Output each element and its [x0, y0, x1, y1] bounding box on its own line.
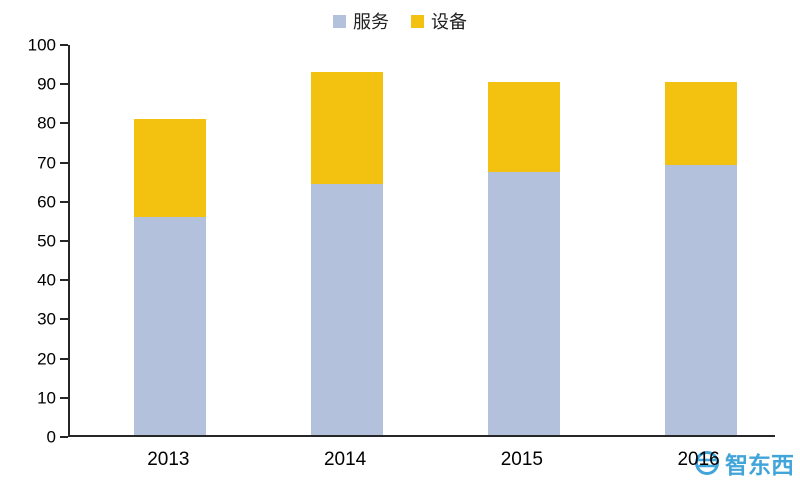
bar-segment-2014-服务 — [311, 184, 384, 435]
y-axis-label: 20 — [37, 349, 56, 369]
y-axis-tick — [60, 44, 68, 46]
y-axis-label: 10 — [37, 388, 56, 408]
y-axis-tick — [60, 436, 68, 438]
y-axis-tick — [60, 240, 68, 242]
bar-segment-2015-设备 — [487, 82, 560, 173]
plot-area — [68, 45, 775, 437]
y-axis-label: 60 — [37, 192, 56, 212]
y-axis-label: 90 — [37, 74, 56, 94]
y-axis-label: 50 — [37, 231, 56, 251]
legend: 服务 设备 — [0, 8, 800, 34]
y-axis-tick — [60, 83, 68, 86]
legend-swatch-service — [333, 14, 346, 28]
bar-segment-2016-设备 — [664, 82, 737, 165]
bar-segment-2013-设备 — [134, 119, 207, 218]
y-axis-label: 40 — [37, 270, 56, 290]
legend-item-device: 设备 — [411, 8, 467, 34]
y-axis-tick — [60, 200, 68, 203]
watermark-logo-icon — [695, 451, 719, 475]
y-axis-label: 80 — [37, 113, 56, 133]
y-axis-tick — [60, 396, 68, 399]
x-axis-label: 2015 — [500, 449, 544, 470]
watermark: 智东西 — [694, 446, 794, 480]
watermark-text: 智东西 — [725, 452, 794, 478]
y-axis-tick — [60, 161, 68, 164]
legend-swatch-device — [411, 14, 424, 28]
y-axis-label: 30 — [37, 309, 56, 329]
bar-segment-2014-设备 — [311, 72, 384, 185]
legend-label-device: 设备 — [431, 12, 467, 32]
legend-item-service: 服务 — [333, 8, 389, 34]
y-axis-tick — [60, 122, 68, 125]
y-axis-label: 100 — [27, 35, 56, 55]
x-axis-label: 2014 — [323, 449, 367, 470]
y-axis-tick — [60, 357, 68, 360]
y-axis-tick — [60, 318, 68, 321]
legend-label-service: 服务 — [353, 12, 389, 32]
bar-segment-2015-服务 — [487, 172, 560, 435]
y-axis-label: 70 — [37, 153, 56, 173]
x-axis-label: 2013 — [147, 449, 190, 470]
x-axis-label: 2016 — [677, 449, 720, 470]
bar-segment-2013-服务 — [134, 217, 207, 435]
bar-segment-2016-服务 — [664, 164, 737, 435]
y-axis-tick — [60, 279, 68, 282]
y-axis-label: 0 — [46, 427, 56, 447]
